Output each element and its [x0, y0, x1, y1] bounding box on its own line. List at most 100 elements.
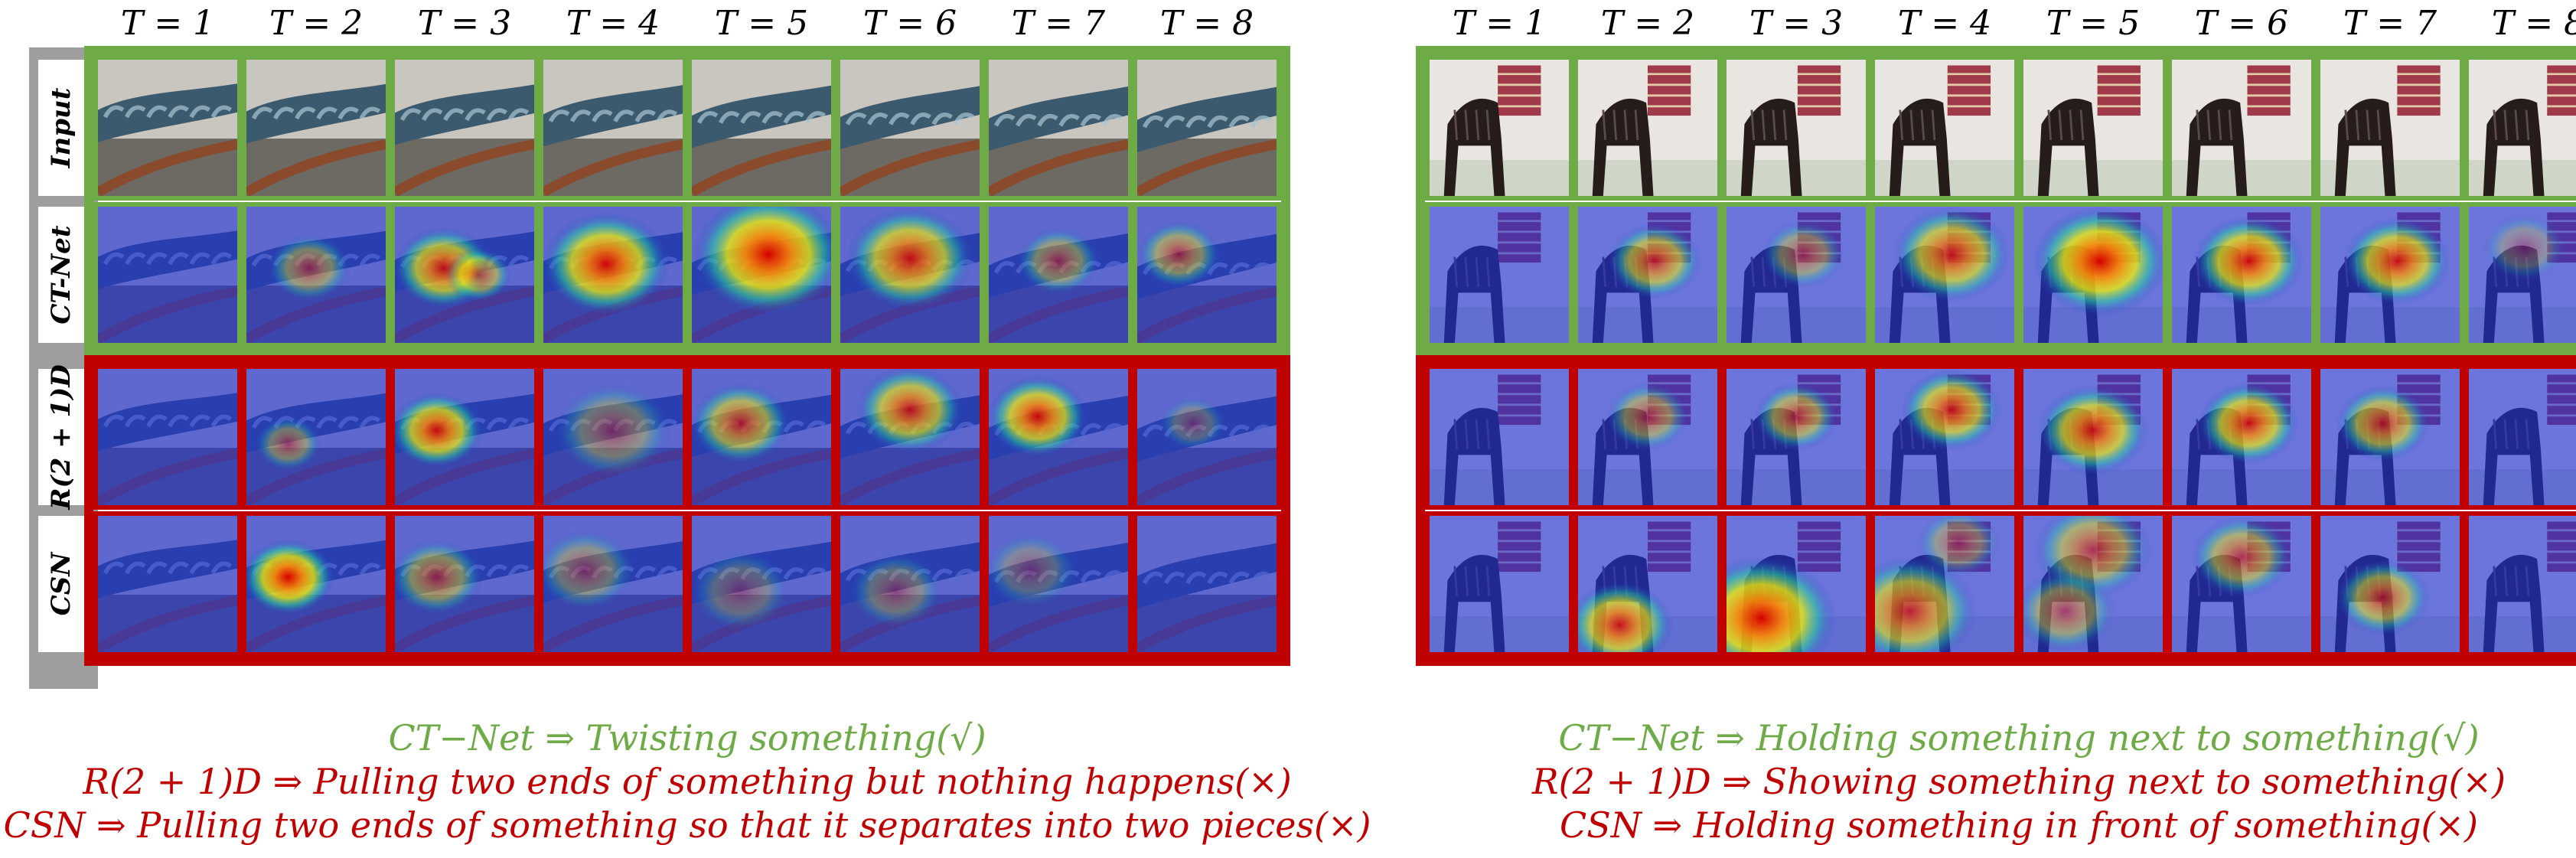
row-label-box: CSN [38, 516, 84, 652]
heatmap-frame [687, 202, 836, 347]
activation-heatmap-image [543, 369, 683, 505]
heatmap-frame [2167, 364, 2316, 510]
video-frame-image [543, 60, 683, 196]
activation-heatmap-image [2469, 207, 2576, 343]
heatmap-frame [93, 511, 242, 657]
activation-heatmap-image [1875, 369, 2014, 505]
input-frame [1573, 55, 1722, 201]
input-frame [1133, 55, 1281, 201]
correct-model-group-frame [1416, 46, 2576, 357]
time-step-label: T = 7 [1011, 4, 1106, 43]
input-frame [390, 55, 539, 201]
time-step-label: T = 6 [2194, 4, 2289, 43]
time-step-label: T = 4 [1897, 4, 1992, 43]
activation-heatmap-image [1727, 369, 1866, 505]
activation-heatmap-image [2023, 369, 2163, 505]
correct-model-group-frame [84, 46, 1290, 357]
wrong-model-group-frame [84, 355, 1290, 666]
time-step-label: T = 2 [1600, 4, 1695, 43]
video-frame-image [1578, 60, 1717, 196]
heatmap-frame [836, 511, 984, 657]
activation-heatmap-image [2023, 207, 2163, 343]
activation-heatmap-image [543, 207, 683, 343]
activation-heatmap-image [1578, 369, 1717, 505]
heatmap-frame [2316, 202, 2464, 347]
heatmap-frame [1573, 511, 1722, 657]
heatmap-frame [2464, 511, 2576, 657]
row-label: CT-Net [46, 225, 77, 325]
activation-heatmap-image [98, 369, 237, 505]
row-label: Input [46, 87, 77, 168]
wrong-model-group-frame [1416, 355, 2576, 666]
row-label-box: CT-Net [38, 207, 84, 343]
time-step-label: T = 1 [1452, 4, 1547, 43]
activation-heatmap-image [1578, 516, 1717, 652]
activation-heatmap-image [2320, 207, 2460, 343]
time-step-label: T = 1 [120, 4, 215, 43]
heatmap-frame [1133, 364, 1281, 510]
heatmap-frame [2464, 202, 2576, 347]
input-frame [2019, 55, 2167, 201]
heatmap-frame [2316, 511, 2464, 657]
left-panel: T = 1 T = 2 T = 3 T = 4 T = 5 T = 6 T = 7 T = 8… [3, 4, 1371, 846]
input-frame [836, 55, 984, 201]
video-frame-image [692, 60, 831, 196]
activation-heatmap-image [246, 369, 386, 505]
heatmap-frame [2019, 364, 2167, 510]
activation-heatmap-image [692, 369, 831, 505]
heatmap-frame [1722, 364, 1870, 510]
heatmap-frame [1133, 202, 1281, 347]
activation-heatmap-image [840, 369, 980, 505]
video-frame-image [2023, 60, 2163, 196]
time-step-label: T = 3 [417, 4, 512, 43]
activation-heatmap-image [2320, 516, 2460, 652]
heatmap-frame [1870, 511, 2019, 657]
prediction-caption: CSN ⇒ Holding something in front of some… [1560, 804, 2478, 846]
heatmap-frame [539, 511, 687, 657]
activation-heatmap-image [989, 207, 1128, 343]
time-step-label: T = 5 [714, 4, 809, 43]
activation-heatmap-image [2469, 369, 2576, 505]
video-frame-image [246, 60, 386, 196]
heatmap-frame [2167, 511, 2316, 657]
activation-heatmap-image [1875, 207, 2014, 343]
input-frame [1870, 55, 2019, 201]
row-label-box: Input [38, 60, 84, 196]
heatmap-frame [2019, 511, 2167, 657]
heatmap-frame [984, 511, 1133, 657]
activation-heatmap-image [1727, 207, 1866, 343]
input-frame [687, 55, 836, 201]
activation-heatmap-image [989, 369, 1128, 505]
heatmap-frame [390, 364, 539, 510]
heatmap-frame [539, 364, 687, 510]
heatmap-frame [984, 364, 1133, 510]
heatmap-frame [836, 364, 984, 510]
input-frame [1425, 55, 1573, 201]
heatmap-frame [390, 511, 539, 657]
heatmap-frame [2316, 364, 2464, 510]
input-frame [2167, 55, 2316, 201]
prediction-caption: CT−Net ⇒ Twisting something(√) [388, 717, 986, 758]
video-frame-image [2320, 60, 2460, 196]
activation-heatmap-image [543, 516, 683, 652]
heatmap-frame [1425, 511, 1573, 657]
time-step-label: T = 8 [1159, 4, 1254, 43]
activation-heatmap-image [2172, 207, 2311, 343]
time-step-label: T = 4 [566, 4, 660, 43]
input-frame [93, 55, 242, 201]
activation-heatmap-image [1137, 369, 1277, 505]
heatmap-frame [836, 202, 984, 347]
heatmap-frame [1870, 364, 2019, 510]
activation-heatmap-image [692, 207, 831, 343]
activation-heatmap-image [98, 516, 237, 652]
heatmap-frame [539, 202, 687, 347]
heatmap-frame [2019, 202, 2167, 347]
activation-heatmap-image [2320, 369, 2460, 505]
row-label: R(2 + 1)D [46, 364, 77, 510]
row-label-box: R(2 + 1)D [38, 364, 84, 510]
heatmap-frame [1722, 511, 1870, 657]
heatmap-frame [687, 511, 836, 657]
input-frame [2316, 55, 2464, 201]
time-step-label: T = 5 [2046, 4, 2141, 43]
heatmap-frame [390, 202, 539, 347]
